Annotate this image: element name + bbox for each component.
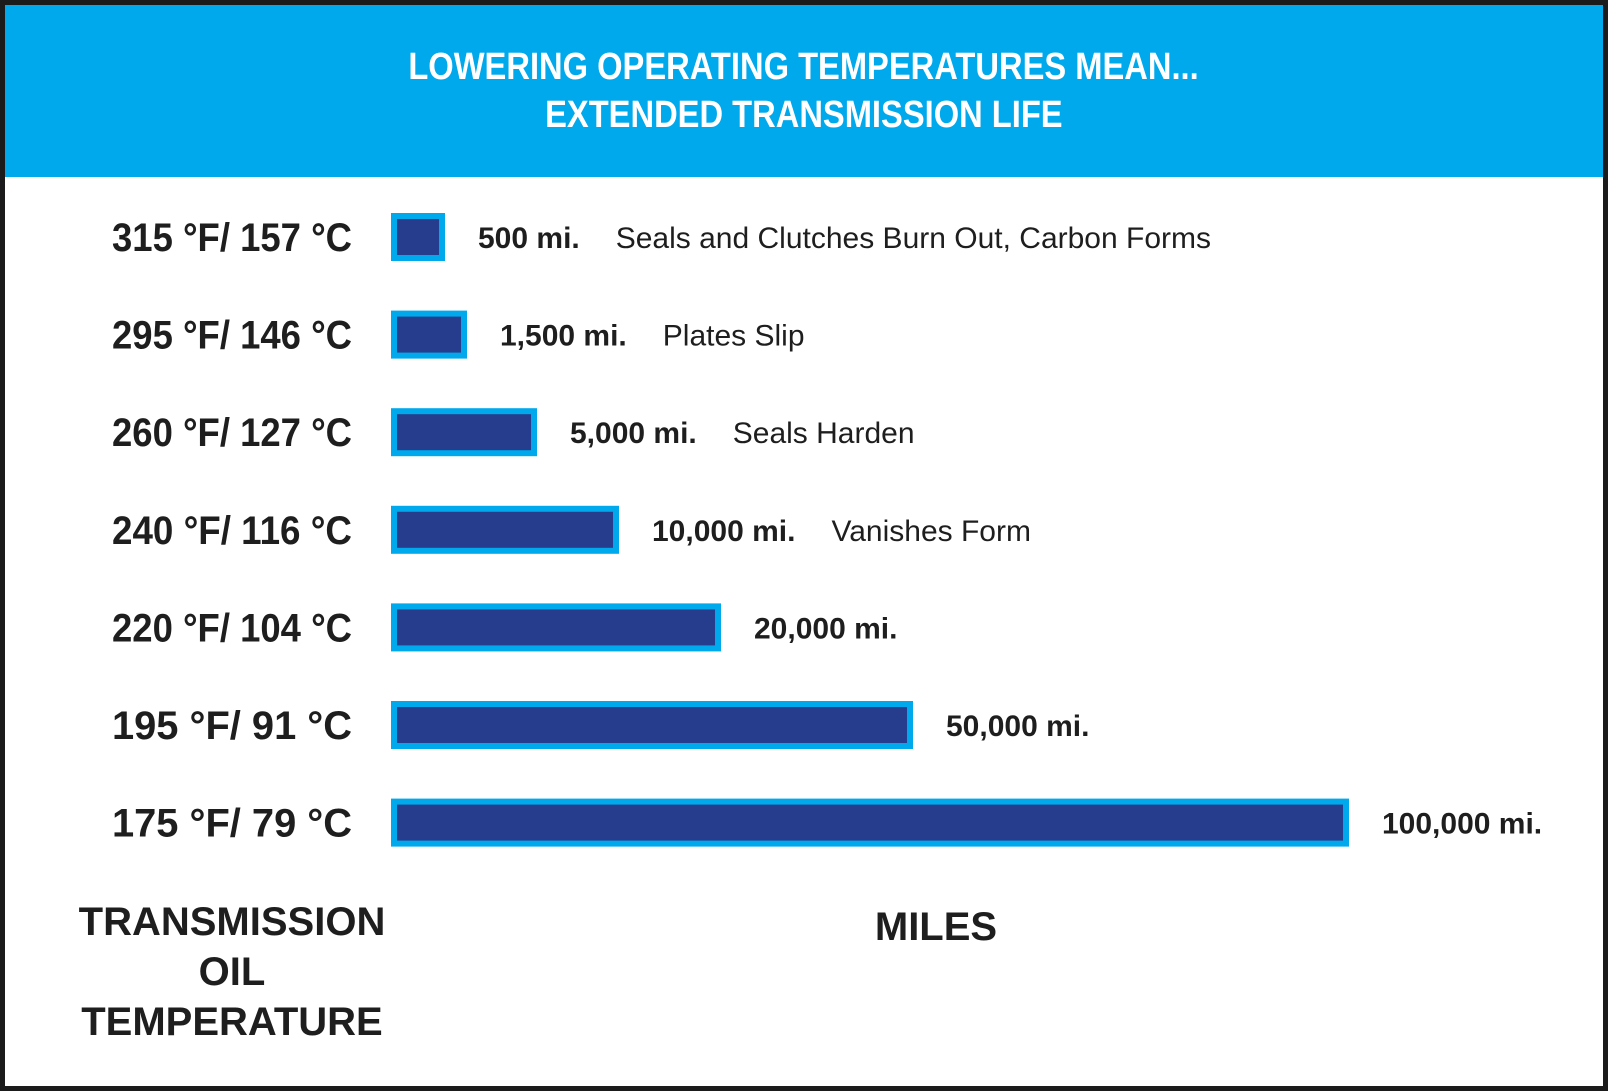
- miles-value-label: 20,000 mi.: [754, 612, 897, 645]
- miles-value-label: 500 mi.: [478, 222, 580, 255]
- y-axis-title: TRANSMISSION: [79, 900, 386, 944]
- y-axis-title: TEMPERATURE: [81, 1000, 382, 1044]
- bar: [391, 701, 913, 749]
- bar-annotation: Plates Slip: [663, 320, 805, 353]
- title-line-2: EXTENDED TRANSMISSION LIFE: [545, 94, 1063, 136]
- title-line-1: LOWERING OPERATING TEMPERATURES MEAN...: [408, 46, 1200, 88]
- temperature-label: 195 °F/ 91 °C: [112, 704, 352, 748]
- temperature-label: 260 °F/ 127 °C: [112, 411, 352, 455]
- miles-value-label: 10,000 mi.: [652, 515, 795, 548]
- y-axis-title: OIL: [199, 950, 266, 994]
- temperature-label: 220 °F/ 104 °C: [112, 606, 352, 650]
- temperature-label: 175 °F/ 79 °C: [112, 802, 352, 846]
- bar: [391, 213, 445, 261]
- bar-annotation: Vanishes Form: [831, 515, 1031, 548]
- header-banner: LOWERING OPERATING TEMPERATURES MEAN... …: [5, 5, 1603, 177]
- bar-annotation: Seals and Clutches Burn Out, Carbon Form…: [616, 222, 1211, 255]
- bar: [391, 798, 1349, 847]
- temperature-label: 240 °F/ 116 °C: [112, 509, 352, 553]
- x-axis-title: MILES: [875, 905, 997, 949]
- miles-value-label: 5,000 mi.: [570, 417, 697, 450]
- miles-value-label: 100,000 mi.: [1382, 808, 1542, 841]
- bar: [391, 603, 721, 652]
- temperature-label: 295 °F/ 146 °C: [112, 314, 352, 358]
- temperature-label: 315 °F/ 157 °C: [112, 216, 352, 260]
- miles-value-label: 1,500 mi.: [500, 320, 627, 353]
- bar-annotation: Seals Harden: [733, 417, 915, 450]
- bar: [391, 408, 537, 457]
- miles-value-label: 50,000 mi.: [946, 710, 1089, 743]
- bar: [391, 505, 619, 554]
- bar: [391, 310, 467, 359]
